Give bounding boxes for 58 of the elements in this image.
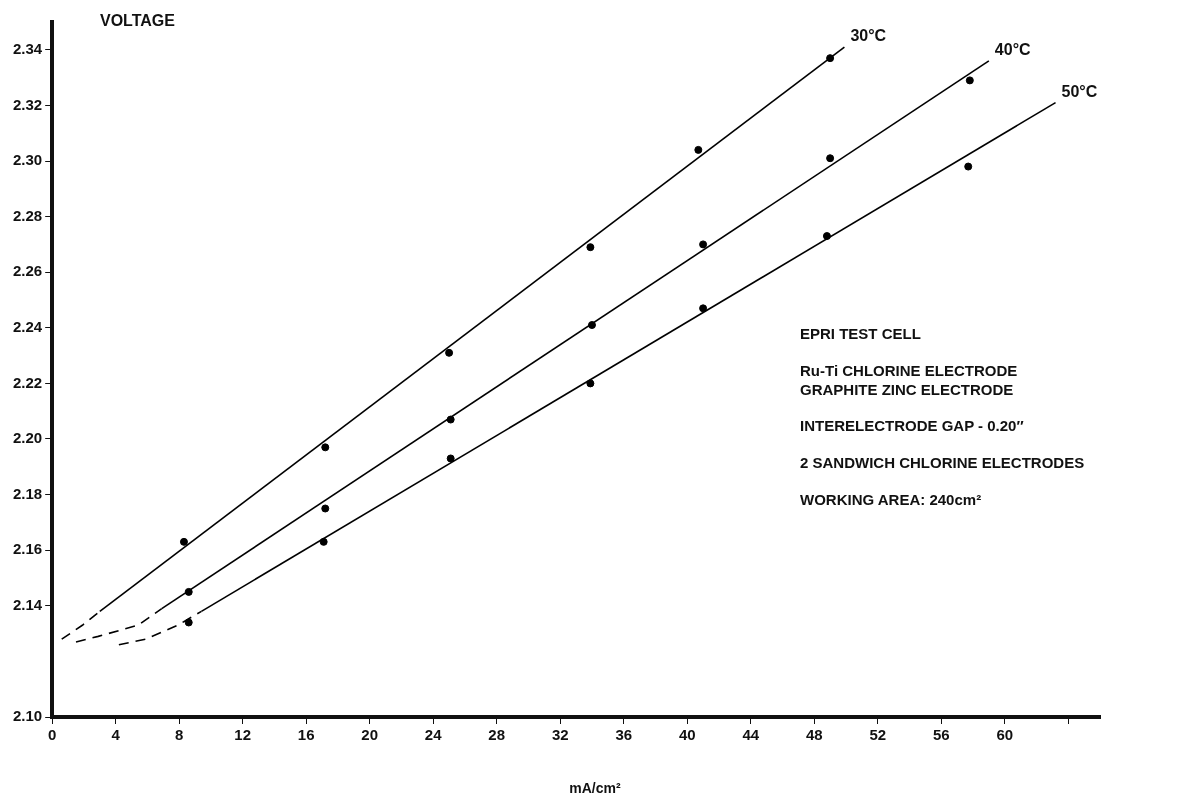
y-tick-label: 2.22 <box>12 373 43 391</box>
annotation: Ru-Ti CHLORINE ELECTRODE GRAPHITE ZINC ELECTRODE <box>800 361 1019 400</box>
point <box>184 618 193 627</box>
x-tick-label: 0 <box>48 726 57 744</box>
y-tick-label: 2.20 <box>12 429 43 447</box>
y-tick-label: 2.10 <box>12 707 43 725</box>
x-tick-label: 44 <box>742 726 760 744</box>
x-tick-label: 4 <box>111 726 121 744</box>
x-tick-label: 12 <box>234 726 252 744</box>
x-tick-label: 32 <box>551 726 569 744</box>
point <box>586 379 595 388</box>
point <box>699 240 708 249</box>
x-tick-label: 24 <box>424 726 443 744</box>
x-tick-label: 36 <box>615 726 633 744</box>
point <box>445 348 454 357</box>
x-tick-label: 16 <box>297 726 315 744</box>
series-label: 50°C <box>1061 83 1098 101</box>
y-tick-label: 2.18 <box>12 484 43 502</box>
x-axis-title: mA/cm² <box>568 780 622 796</box>
x-tick-label: 40 <box>678 726 696 744</box>
y-tick-label: 2.28 <box>12 206 43 224</box>
point <box>179 537 188 546</box>
y-axis-title: VOLTAGE <box>100 12 175 30</box>
point <box>826 54 835 63</box>
annotation: INTERELECTRODE GAP - 0.20″ <box>800 417 1025 436</box>
y-tick-label: 2.34 <box>12 39 43 57</box>
x-tick-label: 56 <box>932 726 950 744</box>
x-tick-label: 8 <box>175 726 184 744</box>
point <box>184 587 193 596</box>
point <box>586 243 595 252</box>
y-tick-label: 2.14 <box>12 595 43 613</box>
point <box>826 154 835 163</box>
point <box>965 76 974 85</box>
y-tick-label: 2.24 <box>12 317 43 335</box>
series-label: 40°C <box>994 41 1032 59</box>
x-tick-label: 28 <box>488 726 506 744</box>
annotation: 2 SANDWICH CHLORINE ELECTRODES <box>800 454 1085 473</box>
point <box>446 415 455 424</box>
y-tick-label: 2.26 <box>12 262 43 280</box>
annotation: EPRI TEST CELL <box>800 325 922 344</box>
point <box>321 504 330 513</box>
x-tick-label: 48 <box>805 726 823 744</box>
point <box>319 537 328 546</box>
point <box>587 321 596 330</box>
point <box>694 145 703 154</box>
point <box>446 454 455 463</box>
point <box>964 162 973 171</box>
annotation: WORKING AREA: 240cm² <box>800 490 983 510</box>
series-label: 30°C <box>850 27 887 45</box>
point <box>822 232 831 241</box>
x-tick-label: 20 <box>361 726 379 744</box>
point <box>699 304 708 313</box>
y-tick-label: 2.32 <box>12 95 43 113</box>
y-tick-label: 2.16 <box>12 540 43 558</box>
y-tick-label: 2.30 <box>12 151 43 169</box>
x-tick-label: 52 <box>869 726 887 744</box>
x-tick-label: 60 <box>996 726 1014 744</box>
point <box>321 443 330 452</box>
